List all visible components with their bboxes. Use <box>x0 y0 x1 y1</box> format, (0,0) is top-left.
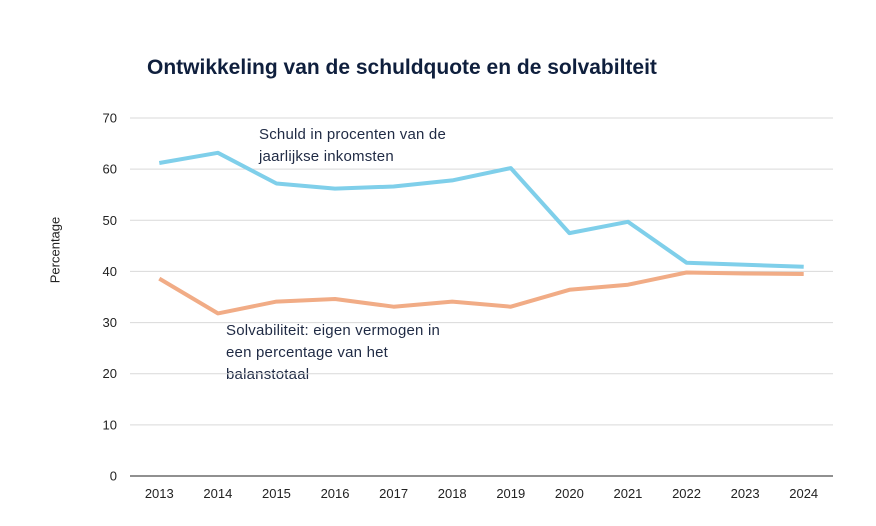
y-tick-label-60: 60 <box>103 162 117 177</box>
x-tick-label-2014: 2014 <box>203 486 232 501</box>
chart-title: Ontwikkeling van de schuldquote en de so… <box>147 56 657 79</box>
solvabiliteit-annotation-line-1: Solvabiliteit: eigen vermogen in <box>226 322 441 339</box>
solvabiliteit-annotation: Solvabiliteit: eigen vermogen in een per… <box>226 320 440 386</box>
y-tick-label-40: 40 <box>103 264 117 279</box>
solvabiliteit-annotation-line-3: balanstotaal <box>226 366 310 383</box>
y-tick-label-50: 50 <box>103 213 117 228</box>
x-tick-label-2023: 2023 <box>731 486 760 501</box>
solvabiliteit-annotation-line-2: een percentage van het <box>226 344 389 361</box>
series-line-solvabiliteit <box>158 270 804 316</box>
schuld-annotation: Schuld in procenten van de jaarlijkse in… <box>259 124 446 168</box>
x-tick-label-2013: 2013 <box>145 486 174 501</box>
schuld-annotation-line-1: Schuld in procenten van de <box>259 126 446 143</box>
series-line-schuld <box>158 150 804 269</box>
y-tick-label-20: 20 <box>103 366 117 381</box>
x-tick-label-2022: 2022 <box>672 486 701 501</box>
x-tick-label-2024: 2024 <box>789 486 818 501</box>
x-tick-label-2019: 2019 <box>496 486 525 501</box>
x-tick-label-2017: 2017 <box>379 486 408 501</box>
x-tick-label-2021: 2021 <box>613 486 642 501</box>
schuld-annotation-line-2: jaarlijkse inkomsten <box>259 148 394 165</box>
y-tick-label-30: 30 <box>103 315 117 330</box>
y-tick-label-0: 0 <box>110 469 117 484</box>
x-tick-label-2015: 2015 <box>262 486 291 501</box>
x-tick-label-2018: 2018 <box>438 486 467 501</box>
y-tick-label-10: 10 <box>103 417 117 432</box>
x-tick-label-2020: 2020 <box>555 486 584 501</box>
x-tick-label-2016: 2016 <box>321 486 350 501</box>
y-tick-label-70: 70 <box>103 111 117 126</box>
